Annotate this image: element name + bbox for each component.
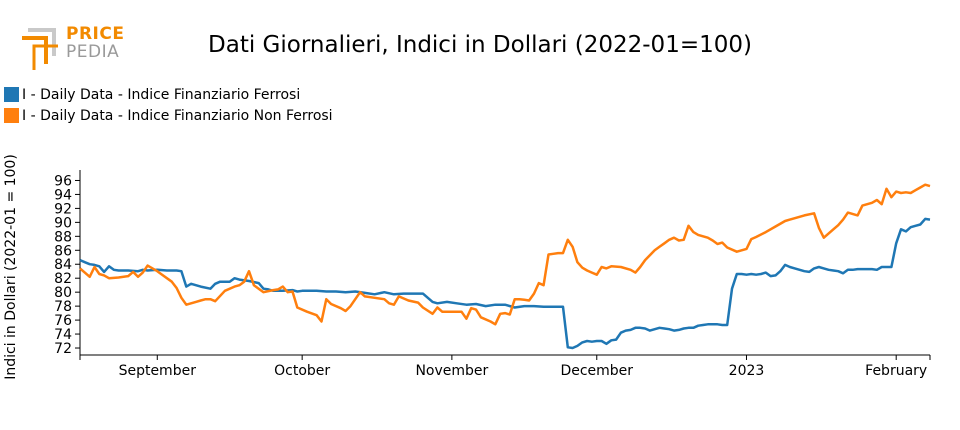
- y-tick-label: 90: [54, 215, 72, 231]
- x-tick-label: February: [865, 363, 927, 379]
- y-tick-label: 80: [54, 285, 72, 301]
- x-tick-label: November: [415, 363, 488, 379]
- y-tick-label: 82: [54, 271, 72, 287]
- logo-text-pedia: PEDIA: [66, 42, 120, 62]
- legend-label-ferrosi: I - Daily Data - Indice Finanziario Ferr…: [22, 86, 301, 103]
- x-tick-label: September: [119, 363, 197, 379]
- series-lines: [79, 183, 931, 350]
- y-tick-label: 86: [54, 243, 72, 259]
- chart-legend: I - Daily Data - Indice Finanziario Ferr…: [4, 84, 333, 126]
- y-tick-label: 78: [54, 299, 72, 315]
- y-axis-label: Indici in Dollari (2022-01 = 100): [3, 154, 19, 380]
- legend-swatch-non-ferrosi: [4, 108, 19, 123]
- series-line-ferrosi: [79, 217, 931, 350]
- y-tick-label: 74: [54, 327, 72, 343]
- legend-item-ferrosi[interactable]: I - Daily Data - Indice Finanziario Ferr…: [4, 84, 333, 105]
- y-tick-label: 92: [54, 201, 72, 217]
- chart-title: Dati Giornalieri, Indici in Dollari (202…: [208, 32, 752, 58]
- y-tick-label: 84: [54, 257, 72, 273]
- y-tick-label: 96: [54, 173, 72, 189]
- y-tick-label: 76: [54, 313, 72, 329]
- pricepedia-logo: PRICE PEDIA: [18, 24, 128, 74]
- y-tick-label: 94: [54, 187, 72, 203]
- series-line-non-ferrosi: [79, 183, 931, 326]
- legend-item-non-ferrosi[interactable]: I - Daily Data - Indice Finanziario Non …: [4, 105, 333, 126]
- y-tick-label: 72: [54, 341, 72, 357]
- legend-swatch-ferrosi: [4, 87, 19, 102]
- logo-mark-icon: [22, 28, 58, 70]
- x-tick-label: December: [560, 363, 633, 379]
- logo-text-price: PRICE: [66, 24, 125, 44]
- legend-label-non-ferrosi: I - Daily Data - Indice Finanziario Non …: [22, 107, 333, 124]
- x-tick-label: October: [274, 363, 330, 379]
- y-tick-label: 88: [54, 229, 72, 245]
- x-tick-label: 2023: [729, 363, 765, 379]
